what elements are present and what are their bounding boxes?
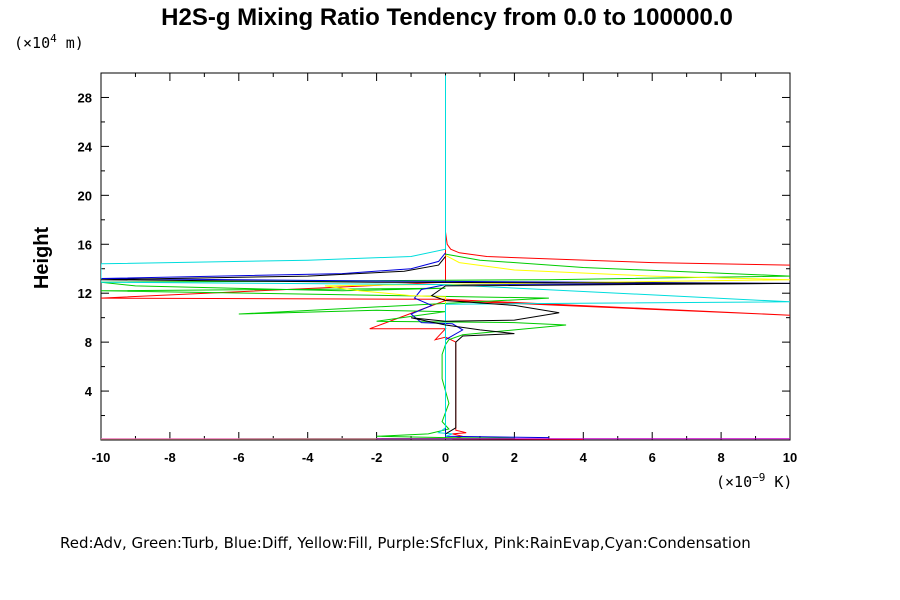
series-line-condensation [101, 75, 790, 437]
series-line-adv [101, 231, 790, 440]
x-tick-label: 10 [783, 450, 797, 465]
x-unit-label: (×10−9 K) [716, 471, 792, 491]
x-tick-label: 0 [442, 450, 449, 465]
y-tick-label: 4 [85, 384, 93, 399]
x-tick-label: 8 [717, 450, 724, 465]
series-line-total [101, 256, 790, 435]
x-tick-labels: -10 -8 -6 -4 -2 0 2 4 6 8 10 [92, 450, 798, 465]
series-layer [101, 75, 790, 440]
x-tick-label: -6 [233, 450, 245, 465]
y-tick-label: 20 [78, 188, 92, 203]
x-tick-label: 2 [511, 450, 518, 465]
x-tick-label: -8 [164, 450, 176, 465]
x-tick-label: 6 [649, 450, 656, 465]
x-tick-label: -10 [92, 450, 111, 465]
chart-title: H2S-g Mixing Ratio Tendency from 0.0 to … [161, 4, 733, 31]
y-tick-label: 12 [78, 286, 92, 301]
y-tick-label: 16 [78, 237, 92, 252]
x-tick-label: 4 [580, 450, 588, 465]
y-tick-label: 28 [78, 90, 92, 105]
y-axis-label: Height [31, 227, 53, 290]
y-tick-label: 8 [85, 335, 92, 350]
y-tick-label: 24 [78, 139, 93, 154]
legend-text: Red:Adv, Green:Turb, Blue:Diff, Yellow:F… [60, 534, 751, 552]
x-tick-label: -4 [302, 450, 314, 465]
x-tick-label: -2 [371, 450, 383, 465]
y-unit-label: (×104 m) [14, 32, 84, 52]
y-tick-labels: 4 8 12 16 20 24 28 [78, 90, 93, 399]
